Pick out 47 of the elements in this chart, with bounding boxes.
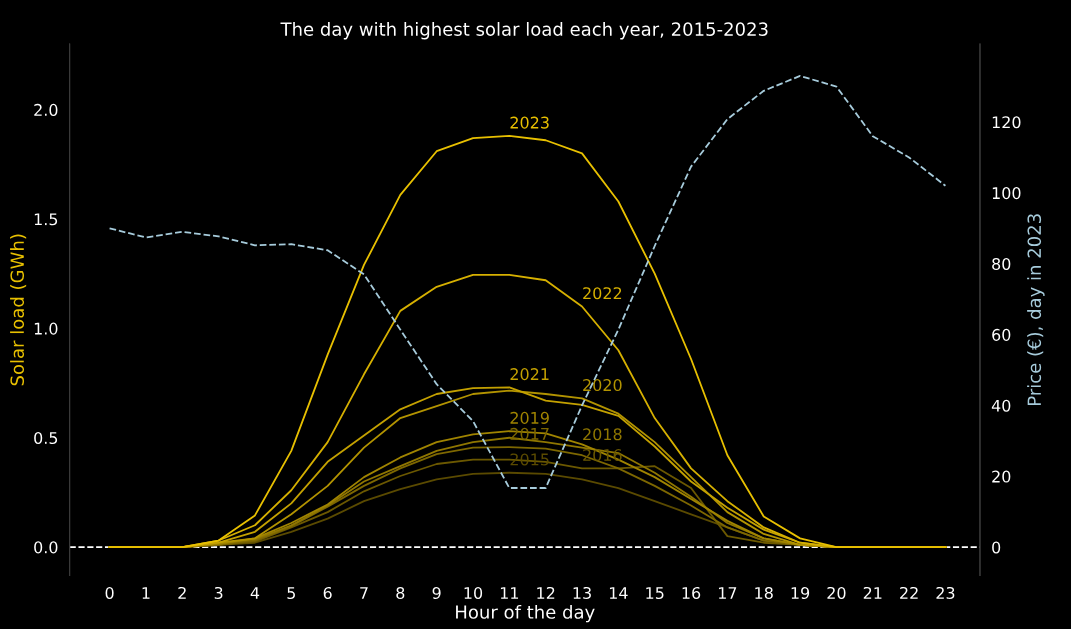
series-label: 2022 [583, 287, 622, 300]
y2-tick-label: 60 [992, 328, 1011, 341]
y2-axis-title: Price (€), day in 2023 [1027, 214, 1045, 405]
y-tick-label: 1.5 [34, 213, 58, 226]
x-tick-label: 4 [250, 587, 260, 599]
x-tick-label: 7 [360, 587, 368, 599]
x-tick-label: 11 [500, 587, 519, 599]
y-tick-label: 2.0 [34, 103, 58, 116]
y2-tick-label: 0 [992, 541, 1001, 554]
x-tick-label: 10 [464, 586, 483, 600]
x-tick-label: 9 [432, 586, 441, 600]
x-tick-label: 12 [537, 586, 555, 599]
series-label: 2018 [583, 428, 622, 441]
y2-tick-label: 20 [992, 470, 1011, 483]
x-tick-label: 1 [142, 587, 150, 599]
y2-tick-label: 40 [991, 399, 1011, 412]
x-tick-label: 6 [323, 586, 332, 600]
x-tick-label: 14 [609, 587, 628, 599]
x-tick-label: 0 [105, 586, 114, 600]
line-series [108, 75, 947, 489]
x-tick-label: 13 [573, 586, 591, 600]
x-tick-label: 19 [791, 586, 810, 600]
y2-tick-label: 80 [992, 257, 1011, 271]
x-tick-label: 18 [755, 586, 773, 600]
x-tick-label: 16 [682, 586, 701, 600]
x-tick-label: 3 [214, 586, 223, 600]
x-tick-label: 8 [396, 586, 405, 600]
x-tick-label: 15 [646, 587, 664, 600]
x-tick-label: 21 [863, 586, 882, 599]
x-axis-title: Hour of the day [456, 604, 595, 623]
series-label: 2023 [510, 116, 549, 129]
chart-title: The day with highest solar load each year, 2015-2023 [280, 21, 768, 40]
x-tick-label: 20 [827, 586, 846, 600]
line-series [108, 134, 947, 549]
x-tick-label: 2 [178, 586, 186, 599]
x-tick-label: 5 [287, 587, 295, 600]
y-axis-title: Solar load (GWh) [10, 234, 27, 386]
y2-tick-label: 100 [992, 187, 1021, 200]
y-tick-label: 0.5 [34, 431, 58, 445]
x-tick-label: 22 [900, 586, 918, 599]
y-tick-label: 0.0 [34, 541, 58, 554]
y-tick-label: 1.0 [34, 322, 58, 335]
series-label: 2019 [510, 411, 549, 424]
x-tick-label: 17 [718, 587, 737, 599]
series-label: 2021 [510, 368, 549, 381]
x-tick-label: 23 [936, 586, 955, 600]
y2-tick-label: 120 [992, 116, 1021, 129]
